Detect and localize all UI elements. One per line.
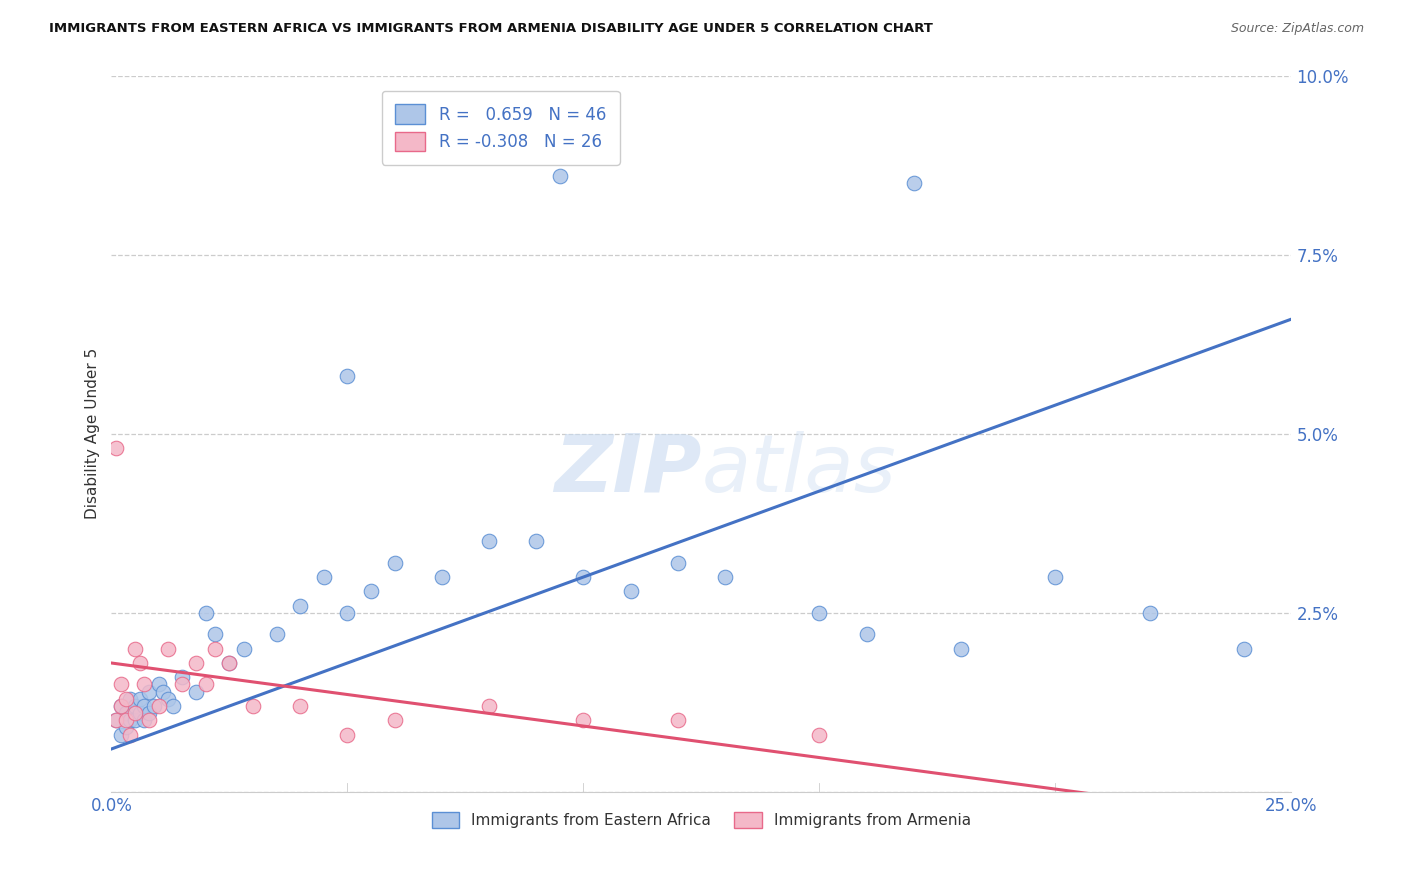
Point bbox=[134, 714, 156, 728]
Point bbox=[218, 656, 240, 670]
Point bbox=[110, 728, 132, 742]
Point bbox=[114, 721, 136, 735]
Point bbox=[105, 441, 128, 455]
Point bbox=[242, 698, 264, 713]
Point bbox=[105, 714, 128, 728]
Point bbox=[266, 627, 288, 641]
Point bbox=[478, 698, 501, 713]
Text: atlas: atlas bbox=[702, 431, 896, 508]
Point bbox=[312, 570, 335, 584]
Point bbox=[290, 698, 312, 713]
Point bbox=[903, 176, 925, 190]
Point bbox=[855, 627, 877, 641]
Point bbox=[128, 691, 150, 706]
Point bbox=[572, 570, 595, 584]
Point bbox=[666, 714, 689, 728]
Point bbox=[950, 641, 973, 656]
Point bbox=[148, 677, 170, 691]
Point bbox=[666, 556, 689, 570]
Y-axis label: Disability Age Under 5: Disability Age Under 5 bbox=[86, 348, 100, 519]
Point bbox=[120, 714, 142, 728]
Point bbox=[138, 714, 160, 728]
Point bbox=[186, 684, 208, 698]
Point bbox=[134, 677, 156, 691]
Point bbox=[157, 641, 180, 656]
Text: Source: ZipAtlas.com: Source: ZipAtlas.com bbox=[1230, 22, 1364, 36]
Point bbox=[430, 570, 453, 584]
Point bbox=[134, 698, 156, 713]
Point bbox=[157, 691, 180, 706]
Point bbox=[548, 169, 571, 183]
Text: IMMIGRANTS FROM EASTERN AFRICA VS IMMIGRANTS FROM ARMENIA DISABILITY AGE UNDER 5: IMMIGRANTS FROM EASTERN AFRICA VS IMMIGR… bbox=[49, 22, 934, 36]
Point bbox=[620, 584, 643, 599]
Point bbox=[105, 714, 128, 728]
Point bbox=[120, 691, 142, 706]
Legend: Immigrants from Eastern Africa, Immigrants from Armenia: Immigrants from Eastern Africa, Immigran… bbox=[426, 806, 977, 835]
Point bbox=[1139, 606, 1161, 620]
Point bbox=[808, 606, 831, 620]
Point bbox=[110, 677, 132, 691]
Point bbox=[110, 698, 132, 713]
Point bbox=[124, 698, 146, 713]
Point bbox=[138, 706, 160, 720]
Point bbox=[124, 706, 146, 720]
Point bbox=[336, 606, 359, 620]
Point bbox=[194, 606, 217, 620]
Point bbox=[1045, 570, 1067, 584]
Point bbox=[186, 656, 208, 670]
Point bbox=[478, 534, 501, 549]
Point bbox=[172, 670, 194, 684]
Point bbox=[336, 369, 359, 384]
Text: ZIP: ZIP bbox=[554, 431, 702, 508]
Point bbox=[152, 684, 174, 698]
Point bbox=[336, 728, 359, 742]
Point bbox=[808, 728, 831, 742]
Point bbox=[162, 698, 184, 713]
Point bbox=[204, 641, 226, 656]
Point bbox=[714, 570, 737, 584]
Point bbox=[148, 698, 170, 713]
Point bbox=[138, 684, 160, 698]
Point bbox=[110, 698, 132, 713]
Point bbox=[128, 656, 150, 670]
Point bbox=[114, 714, 136, 728]
Point bbox=[524, 534, 547, 549]
Point bbox=[142, 698, 165, 713]
Point bbox=[360, 584, 382, 599]
Point bbox=[124, 714, 146, 728]
Point bbox=[290, 599, 312, 613]
Point bbox=[204, 627, 226, 641]
Point bbox=[120, 728, 142, 742]
Point bbox=[384, 714, 406, 728]
Point bbox=[384, 556, 406, 570]
Point bbox=[1233, 641, 1256, 656]
Point bbox=[124, 641, 146, 656]
Point bbox=[218, 656, 240, 670]
Point bbox=[232, 641, 254, 656]
Point bbox=[114, 691, 136, 706]
Point bbox=[172, 677, 194, 691]
Point bbox=[194, 677, 217, 691]
Point bbox=[114, 706, 136, 720]
Point bbox=[572, 714, 595, 728]
Point bbox=[128, 706, 150, 720]
